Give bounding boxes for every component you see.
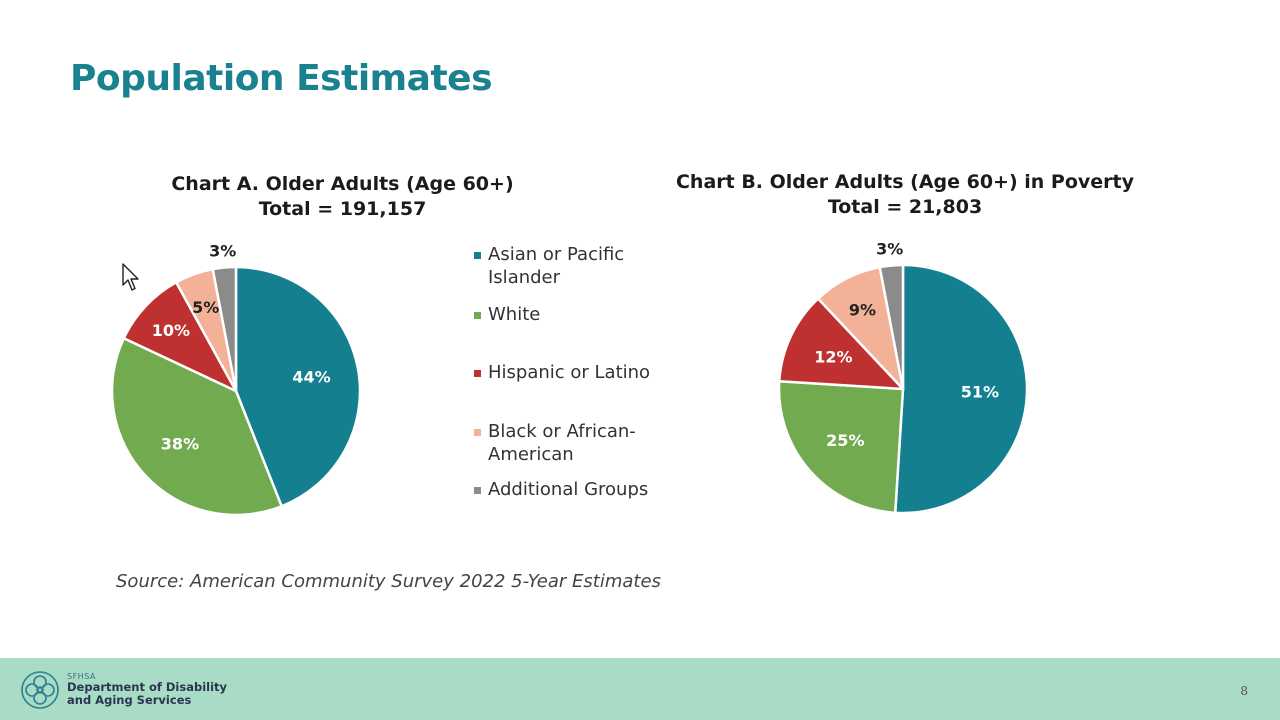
chart-a-label-hispanic: 10%: [152, 321, 190, 340]
org-name: SFHSA Department of Disability and Aging…: [67, 672, 227, 707]
slide-title: Population Estimates: [70, 58, 493, 99]
legend-item-black: Black or African- American: [474, 420, 694, 466]
legend-item-hispanic: Hispanic or Latino: [474, 361, 694, 384]
chart-b-total: Total = 21,803: [827, 196, 983, 218]
chart-a-label-additional: 3%: [209, 242, 236, 261]
chart-b-slice-asian: [893, 263, 1029, 515]
chart-b-slice-white: [777, 379, 905, 515]
legend-label-black-line1: Black or African-: [488, 421, 636, 442]
chart-a-title: Chart A. Older Adults (Age 60+) Total = …: [130, 172, 555, 222]
legend-item-additional: Additional Groups: [474, 478, 694, 501]
legend-item-white: White: [474, 303, 694, 326]
legend-label-additional: Additional Groups: [488, 479, 649, 500]
legend-item-asian: Asian or Pacific Islander: [474, 243, 694, 289]
legend-swatch-hispanic: [474, 370, 481, 377]
chart-b-slice-additional: [878, 263, 905, 391]
legend-swatch-asian: [474, 252, 481, 259]
legend-label-asian-line2: Islander: [488, 267, 561, 288]
legend-label-white: White: [488, 304, 541, 325]
chart-b-slice-hispanic: [777, 297, 905, 391]
legend-swatch-black: [474, 429, 481, 436]
legend-swatch-white: [474, 312, 481, 319]
chart-a-slice-white: [110, 336, 283, 517]
footer-bar: SFHSA Department of Disability and Aging…: [0, 658, 1280, 720]
chart-b-title: Chart B. Older Adults (Age 60+) in Pover…: [650, 170, 1160, 220]
org-name-line2: and Aging Services: [67, 693, 192, 707]
org-name-line1: Department of Disability: [67, 680, 228, 694]
source-note: Source: American Community Survey 2022 5…: [116, 571, 661, 592]
chart-a-label-white: 38%: [161, 435, 199, 454]
sfhsa-logo-icon: [21, 671, 59, 709]
org-abbr: SFHSA: [67, 672, 96, 681]
chart-b-label-asian: 51%: [961, 382, 999, 401]
page-number: 8: [1240, 684, 1248, 698]
legend-label-black-line2: American: [488, 444, 574, 465]
chart-a-slice-hispanic: [122, 281, 238, 393]
legend-label-hispanic: Hispanic or Latino: [488, 362, 651, 383]
chart-a-slice-additional: [211, 265, 238, 393]
legend-label-asian-line1: Asian or Pacific: [488, 244, 625, 265]
chart-b-label-additional: 3%: [876, 240, 903, 259]
chart-b-label-white: 25%: [826, 431, 864, 450]
chart-a-label-black: 5%: [192, 298, 219, 317]
chart-b-label-black: 9%: [849, 300, 876, 319]
chart-b-title-text: Chart B. Older Adults (Age 60+) in Pover…: [675, 171, 1135, 193]
chart-a-label-asian: 44%: [292, 368, 330, 387]
chart-b-label-hispanic: 12%: [814, 347, 852, 366]
mouse-pointer-icon: [122, 263, 139, 291]
chart-a-title-text: Chart A. Older Adults (Age 60+): [171, 173, 514, 195]
legend-swatch-additional: [474, 487, 481, 494]
chart-a-slice-asian: [234, 265, 362, 508]
chart-a-total: Total = 191,157: [258, 198, 427, 220]
